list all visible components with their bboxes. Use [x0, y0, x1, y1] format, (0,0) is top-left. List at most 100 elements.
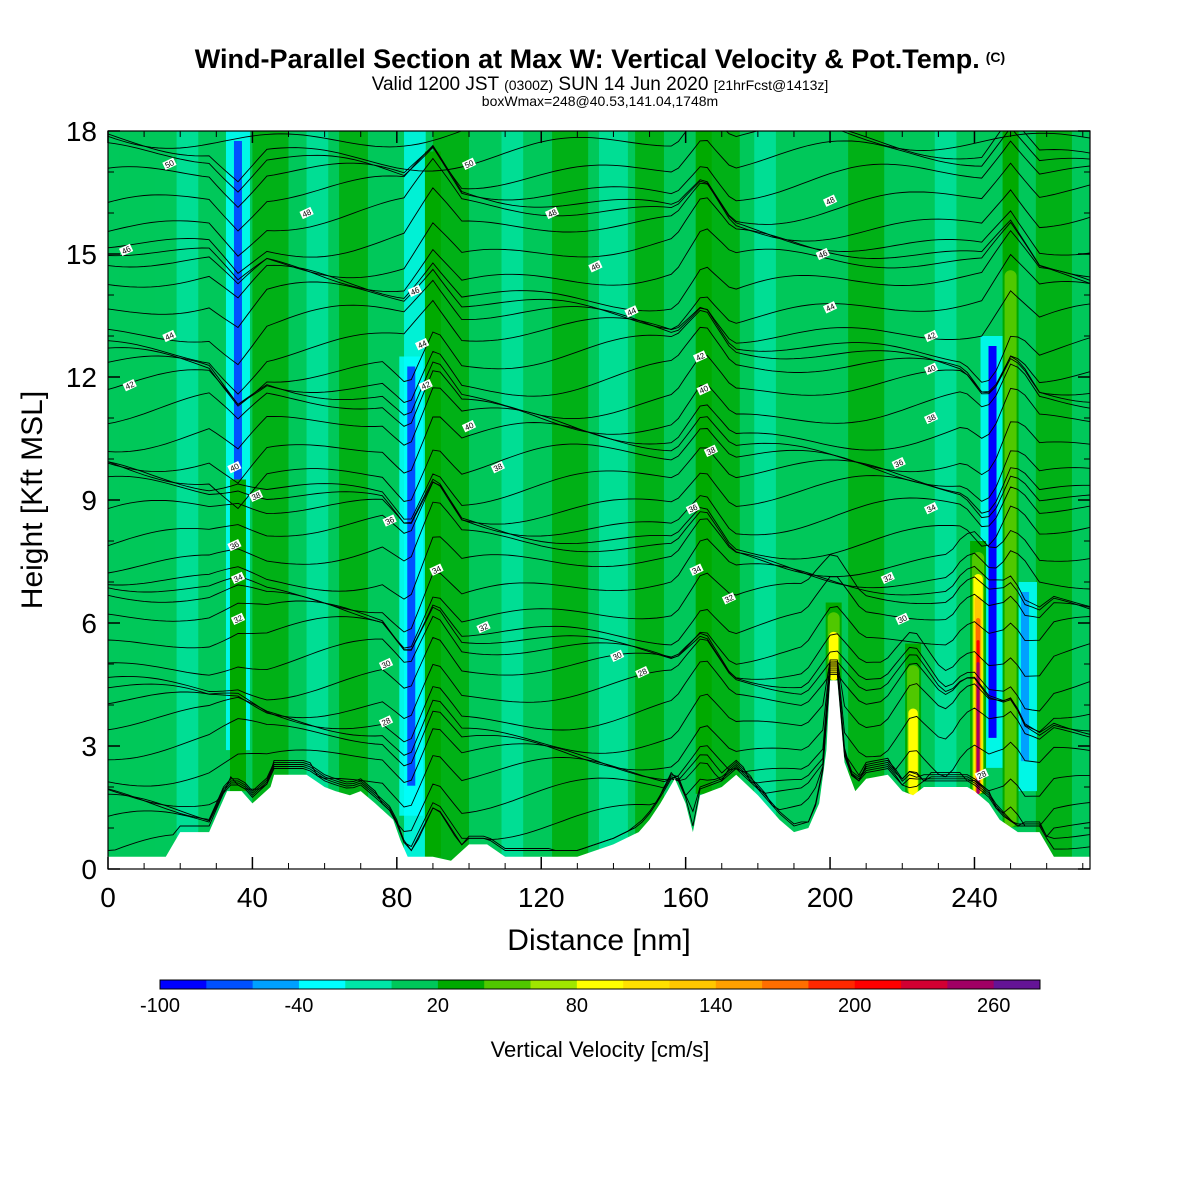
theta-label-group-17: 40: [923, 362, 939, 375]
w-band-13: [848, 131, 885, 869]
theta-label-group-18: 40: [696, 383, 711, 396]
theta-label-bg-15: [122, 379, 137, 392]
valid-time: Valid 1200 JST: [371, 74, 499, 95]
colorbar-tick-5: 200: [838, 995, 871, 1017]
x-tick-label-160: 160: [662, 882, 709, 913]
theta-label-bg-23: [703, 444, 719, 457]
theta-contour-33: [108, 221, 1090, 293]
y-axis-label: Height [Kft MSL]: [16, 391, 49, 609]
theta-label-group-41: 28: [378, 715, 394, 728]
theta-contour-40: [108, 131, 1090, 183]
theta-label-bg-21: [227, 461, 242, 474]
theta-label-bg-10: [822, 301, 838, 314]
w-band-8: [552, 131, 589, 869]
theta-contour-29: [108, 299, 1090, 395]
theta-label-bg-5: [118, 243, 134, 257]
theta-label-2: 48: [301, 207, 313, 219]
colorbar-swatch-2: [252, 980, 300, 989]
theta-label-group-1: 50: [461, 157, 477, 170]
w-band-3: [306, 131, 329, 869]
x-tick-label-120: 120: [518, 882, 565, 913]
theta-contour-36: [108, 157, 1090, 257]
terrain-mask: [108, 680, 1090, 869]
theta-label-24: 36: [893, 457, 905, 469]
x-axis-label: Distance [nm]: [507, 924, 690, 957]
theta-label-bg-25: [248, 489, 264, 503]
updraft-outer-1: [424, 151, 441, 857]
theta-label-11: 44: [164, 330, 176, 342]
theta-label-16: 42: [420, 379, 432, 391]
theta-contour-18: [108, 481, 1090, 560]
theta-label-bg-13: [923, 329, 939, 343]
theta-label-29: 36: [229, 539, 241, 551]
updraft-outer-0: [229, 479, 246, 792]
theta-label-8: 46: [409, 285, 421, 297]
theta-label-group-21: 40: [227, 461, 242, 474]
theta-label-36: 32: [478, 621, 490, 633]
theta-label-23: 38: [705, 445, 717, 457]
theta-label-group-13: 42: [923, 329, 939, 343]
theta-label-33: 34: [232, 572, 244, 584]
theta-label-5: 46: [120, 244, 132, 256]
theta-contour-19: [108, 478, 1090, 537]
valid-date: SUN 14 Jun 2020: [558, 74, 709, 95]
colorbar-swatch-16: [901, 980, 948, 989]
theta-label-group-32: 32: [880, 571, 895, 584]
theta-label-bg-36: [476, 620, 491, 634]
theta-label-group-28: 34: [923, 502, 939, 515]
theta-label-bg-7: [815, 247, 830, 261]
colorbar-swatch-10: [623, 980, 670, 989]
theta-label-group-26: 36: [382, 514, 397, 527]
theta-label-group-25: 38: [248, 489, 264, 503]
theta-label-group-11: 44: [162, 329, 177, 342]
theta-label-38: 30: [611, 650, 623, 662]
theta-label-group-15: 42: [122, 379, 137, 392]
theta-label-39: 30: [380, 658, 392, 670]
theta-label-21: 40: [229, 461, 241, 473]
theta-label-group-36: 32: [476, 620, 491, 634]
theta-label-bg-6: [588, 260, 603, 273]
theta-contour-37: [108, 144, 1090, 232]
updraft-core-6-0: [1004, 270, 1017, 828]
colorbar-tick-3: 80: [566, 995, 588, 1017]
theta-label-bg-2: [299, 206, 314, 220]
theta-label-37: 30: [897, 613, 909, 625]
theta-label-bg-0: [162, 157, 177, 170]
theta-label-bg-16: [418, 379, 433, 392]
theta-contour-24: [108, 387, 1090, 453]
colorbar-tick-6: 260: [977, 995, 1010, 1017]
theta-contour-38: [108, 140, 1090, 209]
colorbar-frame: [159, 979, 1041, 990]
theta-label-15: 42: [124, 379, 136, 391]
theta-label-18: 40: [698, 384, 710, 396]
theta-contour-15: [108, 538, 1090, 633]
theta-label-13: 42: [925, 330, 937, 342]
theta-label-20: 38: [925, 412, 937, 424]
theta-label-group-27: 36: [685, 502, 701, 515]
theta-label-group-22: 38: [490, 461, 506, 474]
theta-label-42: 28: [976, 769, 988, 781]
theta-label-group-0: 50: [162, 157, 177, 170]
theta-label-26: 36: [384, 515, 396, 527]
forecast-info: [21hrFcst@1413z]: [713, 77, 829, 93]
theta-label-19: 40: [463, 420, 475, 432]
theta-label-group-5: 46: [118, 243, 134, 257]
theta-label-bg-37: [895, 612, 910, 626]
boxwmax-line: boxWmax=248@40.53,141.04,1748m: [481, 93, 719, 109]
theta-label-group-8: 46: [407, 284, 423, 297]
updraft-core-4-1: [908, 708, 918, 796]
x-tick-label-240: 240: [951, 882, 998, 913]
colorbar-swatch-11: [669, 980, 717, 989]
colorbar-tick-1: -40: [284, 995, 313, 1017]
colorbar-tick-0: -100: [140, 995, 180, 1017]
theta-label-22: 38: [492, 461, 504, 473]
colorbar-swatch-5: [391, 980, 439, 989]
downdraft-core-0: [233, 141, 242, 721]
theta-label-bg-28: [923, 502, 939, 515]
theta-label-bg-3: [544, 206, 560, 220]
theta-label-bg-19: [461, 420, 477, 433]
theta-label-group-38: 30: [609, 649, 625, 662]
theta-label-7: 46: [817, 248, 829, 260]
valid-utc: (0300Z): [504, 77, 554, 93]
theta-label-bg-14: [692, 350, 708, 363]
